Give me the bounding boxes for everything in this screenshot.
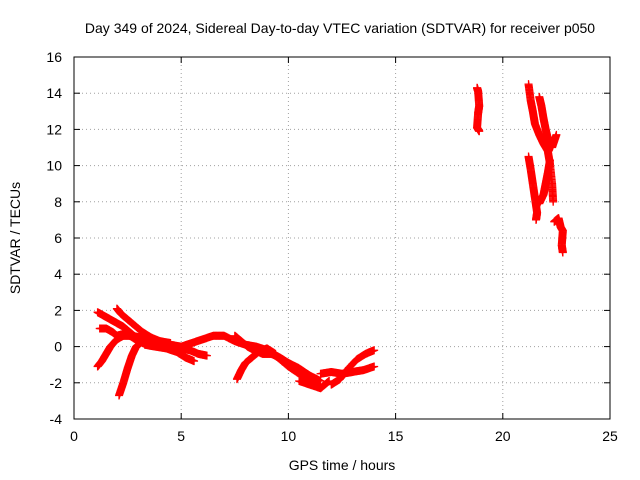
data-point: [136, 338, 145, 347]
x-tick-label: 15: [388, 428, 404, 444]
y-tick-label: 6: [54, 230, 62, 246]
y-tick-label: 16: [46, 49, 62, 65]
chart-title: Day 349 of 2024, Sidereal Day-to-day VTE…: [85, 20, 595, 36]
y-tick-label: 14: [46, 85, 62, 101]
y-tick-label: 4: [54, 266, 62, 282]
y-tick-label: -4: [50, 411, 63, 427]
data-point: [316, 376, 325, 385]
x-tick-label: 10: [281, 428, 297, 444]
series-arc-f: [140, 340, 199, 366]
series-arc-n: [524, 152, 542, 224]
data-point: [532, 215, 541, 224]
series-arc-p: [530, 156, 554, 208]
data-point: [370, 346, 379, 355]
series-arc-e: [115, 338, 145, 400]
data-point: [549, 197, 558, 206]
series-arc-o: [535, 92, 561, 152]
x-tick-label: 0: [70, 428, 78, 444]
y-tick-label: 0: [54, 339, 62, 355]
data-points: [93, 80, 567, 400]
y-tick-label: 8: [54, 194, 62, 210]
x-axis-ticks: 0 5 10 15 20 25: [70, 57, 618, 444]
series-arc-j: [316, 362, 379, 378]
series-arc-l: [473, 83, 484, 136]
data-point: [202, 351, 211, 360]
y-axis-ticks: -4 -2 0 2 4 6 8 10 12 14 16: [46, 49, 610, 427]
data-point: [166, 338, 175, 347]
x-tick-label: 5: [177, 428, 185, 444]
y-tick-label: 2: [54, 302, 62, 318]
data-point: [545, 156, 554, 165]
series-arc-h: [232, 344, 280, 384]
series-arc-d: [112, 304, 175, 347]
y-tick-label: 10: [46, 158, 62, 174]
data-point: [552, 130, 561, 139]
data-point: [190, 357, 199, 366]
y-axis-label: SDTVAR / TECUs: [7, 182, 23, 294]
x-axis-label: GPS time / hours: [289, 457, 396, 473]
data-point: [370, 362, 379, 371]
grid-lines: [74, 57, 610, 419]
plot-frame: [73, 56, 611, 420]
x-tick-label: 20: [495, 428, 511, 444]
data-point: [558, 248, 567, 257]
series-arc-k: [327, 346, 379, 389]
y-tick-label: 12: [46, 121, 62, 137]
data-point: [475, 127, 484, 136]
series-arc-q: [550, 214, 567, 257]
x-tick-label: 25: [602, 428, 618, 444]
y-tick-label: -2: [50, 375, 63, 391]
data-point: [271, 349, 280, 358]
